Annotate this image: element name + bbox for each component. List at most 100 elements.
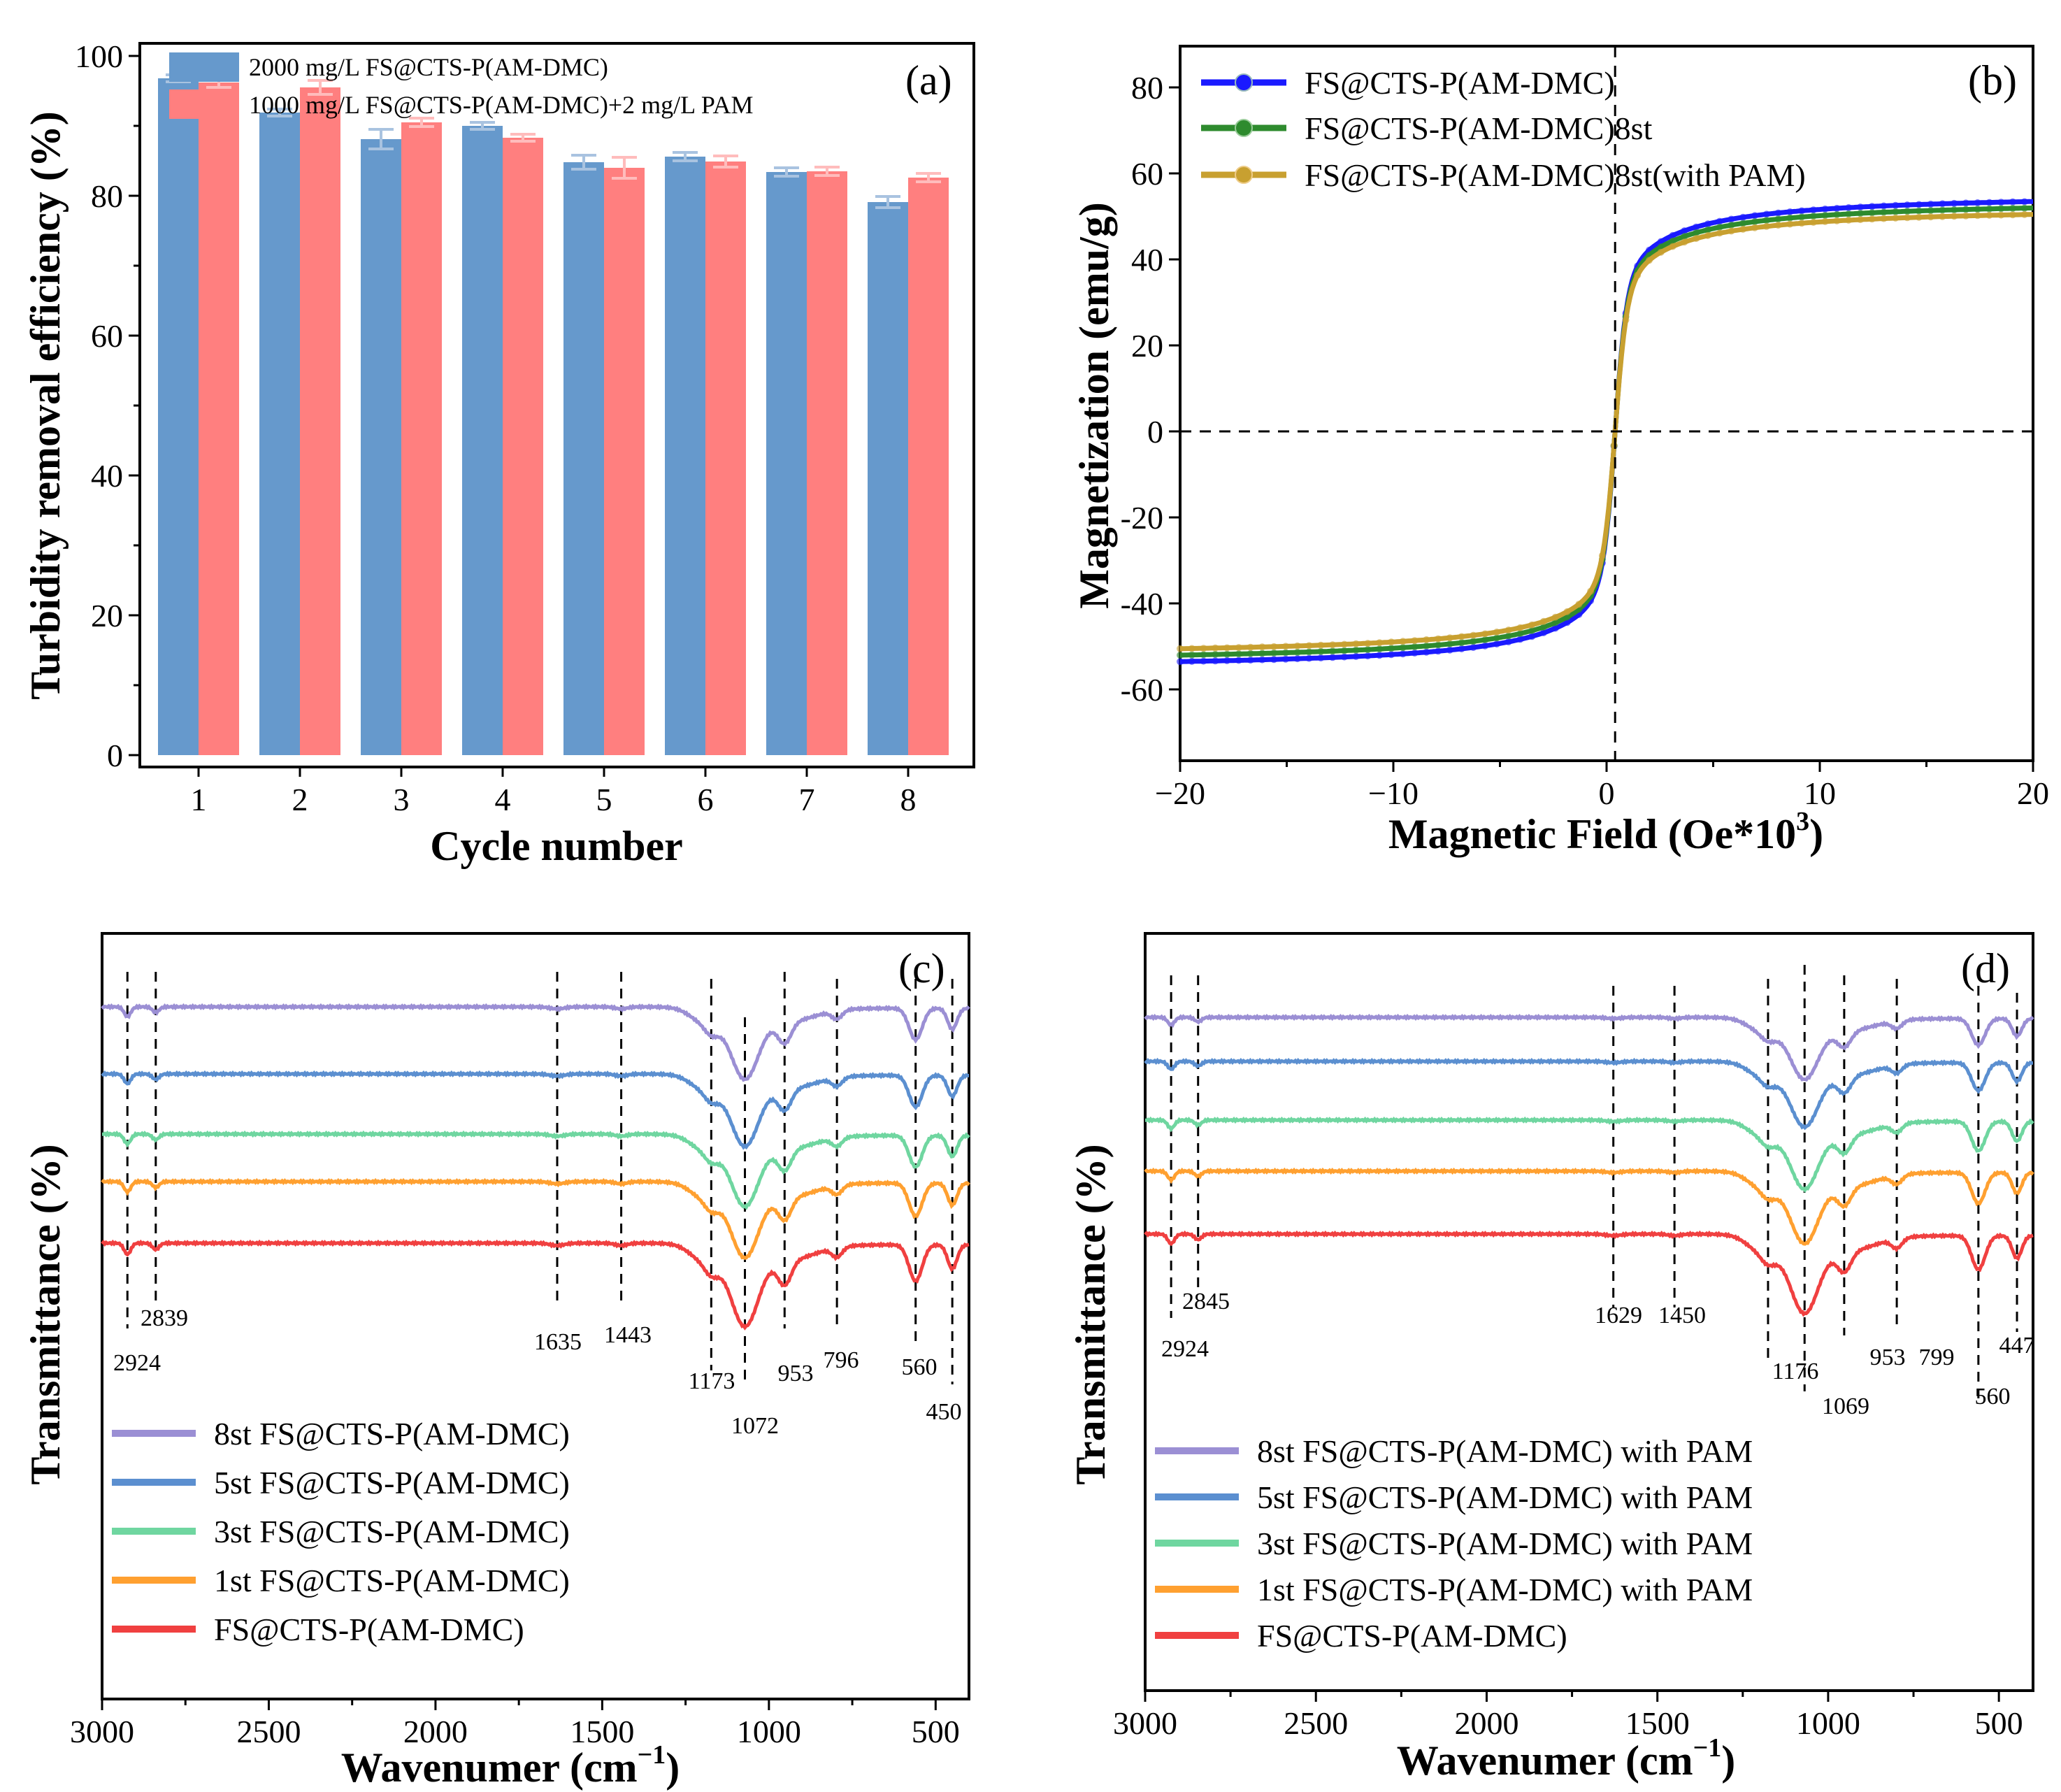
hysteresis-point-1	[1516, 630, 1524, 638]
x-tick-label: 5	[596, 782, 612, 817]
hysteresis-point-0	[1939, 200, 1946, 208]
hysteresis-point-0	[1669, 231, 1676, 239]
hysteresis-point-2	[1493, 629, 1500, 636]
hysteresis-point-2	[1587, 587, 1595, 595]
hysteresis-point-0	[1728, 215, 1735, 223]
hysteresis-point-1	[2009, 205, 2016, 212]
hysteresis-point-1	[1786, 214, 1794, 222]
hysteresis-point-2	[1446, 634, 1453, 642]
hysteresis-point-0	[1376, 652, 1384, 659]
peak-label-1450: 1450	[1658, 1303, 1706, 1328]
hysteresis-point-2	[1704, 231, 1711, 239]
y-tick-label: 20	[91, 598, 123, 633]
hysteresis-point-1	[1505, 632, 1512, 640]
hysteresis-point-1	[1997, 205, 2005, 213]
x-tick-label: 1000	[737, 1714, 801, 1749]
panel-c-x-ticks: 3000 2500 2000 1500 1000 500	[70, 1699, 960, 1749]
x-tick-label: −10	[1368, 775, 1419, 811]
hysteresis-point-1	[1704, 226, 1711, 234]
y-tick-label: 60	[91, 318, 123, 354]
peak-label-799: 799	[1919, 1345, 1955, 1370]
peak-label-1443: 1443	[604, 1322, 652, 1348]
panel-c-frame	[101, 932, 970, 1700]
hysteresis-point-0	[1399, 650, 1407, 658]
hysteresis-point-2	[1774, 222, 1782, 229]
x-tick-label: 2000	[403, 1714, 468, 1749]
hysteresis-point-1	[1317, 647, 1325, 655]
hysteresis-point-0	[1435, 647, 1442, 655]
bar-s0-c6	[665, 157, 705, 755]
hysteresis-point-2	[1786, 220, 1794, 228]
hysteresis-point-0	[1821, 206, 1829, 213]
hysteresis-point-0	[1809, 206, 1817, 214]
hysteresis-point-2	[1868, 215, 1876, 223]
hysteresis-point-0	[1681, 227, 1688, 235]
bar-s0-c3	[361, 139, 401, 755]
hysteresis-point-2	[1669, 243, 1676, 250]
hysteresis-point-1	[1892, 208, 1900, 215]
panel-d-spectra	[1144, 1013, 2034, 1317]
panel-b-hysteresis-chart: -60 -40 -20 0 20 40 60 80 −20 −10 0 10 20 (b) FS@CT…	[1071, 45, 2049, 857]
x-tick-label: 2500	[1284, 1705, 1348, 1741]
hysteresis-point-0	[1915, 201, 1923, 208]
hysteresis-point-2	[1212, 644, 1219, 652]
panel-a-bars	[158, 73, 949, 755]
hysteresis-point-2	[1470, 631, 1477, 639]
hysteresis-point-0	[1423, 648, 1430, 656]
legend-label-2: 3st FS@CTS-P(AM-DMC) with PAM	[1257, 1526, 1753, 1561]
hysteresis-point-1	[1340, 647, 1348, 654]
panel-c-ylabel: Transmittance (%)	[22, 1144, 69, 1484]
hysteresis-point-2	[1693, 235, 1700, 243]
hysteresis-point-2	[1951, 213, 1958, 220]
bar-s0-c8	[868, 202, 908, 755]
hysteresis-point-0	[1892, 201, 1900, 209]
panel-c-peak-labels: 2924 2839 1635 1443 1173 1072 953 796 560 450	[113, 1305, 962, 1439]
hysteresis-point-0	[1951, 199, 1958, 207]
hysteresis-point-0	[1247, 657, 1254, 664]
hysteresis-point-0	[1774, 209, 1782, 217]
hysteresis-point-2	[1681, 238, 1688, 246]
hysteresis-point-0	[1704, 220, 1711, 228]
panel-c-spectra	[101, 1003, 970, 1331]
hysteresis-point-2	[1340, 640, 1348, 648]
legend-label-2: 3st FS@CTS-P(AM-DMC)	[214, 1514, 570, 1549]
legend-label-1: 5st FS@CTS-P(AM-DMC)	[214, 1465, 570, 1500]
hysteresis-point-1	[1212, 651, 1219, 658]
bar-s0-c7	[766, 172, 807, 755]
spectrum-3	[101, 1177, 970, 1260]
hysteresis-point-0	[1739, 213, 1747, 221]
hysteresis-point-0	[1540, 629, 1547, 636]
panel-c-peak-guides	[126, 972, 954, 1384]
peak-label-1635: 1635	[534, 1329, 582, 1355]
hysteresis-point-1	[1809, 213, 1817, 220]
bar-s1-c1	[199, 83, 239, 755]
hysteresis-point-0	[1798, 207, 1806, 215]
hysteresis-point-2	[1904, 214, 1911, 222]
bar-s1-c4	[503, 138, 543, 755]
panel-d-ylabel: Transmittance (%)	[1068, 1144, 1114, 1484]
hysteresis-point-2	[1622, 316, 1630, 324]
hysteresis-point-2	[1845, 216, 1853, 224]
hysteresis-point-0	[1223, 657, 1231, 664]
x-tick-label: 1500	[1625, 1705, 1690, 1741]
peak-label-1173: 1173	[689, 1368, 735, 1394]
legend-label-3: 1st FS@CTS-P(AM-DMC) with PAM	[1257, 1572, 1753, 1607]
spectrum-3	[1144, 1167, 2034, 1246]
hysteresis-point-2	[1223, 644, 1231, 652]
hysteresis-point-0	[1470, 644, 1477, 651]
hysteresis-point-2	[1247, 643, 1254, 651]
bar-s1-c2	[300, 87, 340, 755]
x-tick-label: 1000	[1796, 1705, 1860, 1741]
hysteresis-point-0	[1293, 655, 1301, 663]
hysteresis-point-1	[1399, 644, 1407, 652]
hysteresis-point-2	[1657, 248, 1665, 256]
hysteresis-point-0	[1974, 199, 1981, 206]
hysteresis-point-1	[1446, 640, 1453, 647]
x-tick-label: 1	[191, 782, 207, 817]
hysteresis-point-0	[1880, 202, 1888, 210]
panel-b-legend: FS@CTS-P(AM-DMC) FS@CTS-P(AM-DMC)8st FS@…	[1201, 65, 1806, 193]
panel-c-legend: 8st FS@CTS-P(AM-DMC) 5st FS@CTS-P(AM-DMC)…	[112, 1416, 570, 1647]
hysteresis-point-2	[1915, 213, 1923, 221]
